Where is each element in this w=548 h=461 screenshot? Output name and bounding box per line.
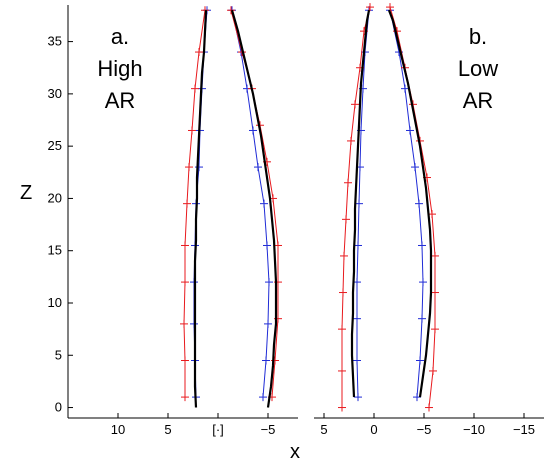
- marker-blue_model-b: [406, 126, 414, 135]
- series-line-red_model-inner-b: [341, 6, 371, 408]
- x-tick-label-b: 0: [370, 422, 377, 437]
- marker-red_model-a: [181, 278, 189, 287]
- marker-blue_model-a: [263, 241, 271, 250]
- y-tick-label: 10: [48, 295, 62, 310]
- marker-red_model-b: [425, 403, 433, 412]
- marker-red_model-a: [227, 6, 235, 15]
- marker-red_model-a: [188, 126, 196, 135]
- marker-red_model-b: [429, 366, 437, 375]
- marker-blue_model-b: [416, 356, 424, 365]
- series-line-measured-outer-b: [387, 9, 433, 398]
- marker-red_model-a: [191, 84, 199, 93]
- marker-blue_model-a: [254, 163, 262, 172]
- y-tick-label: 30: [48, 86, 62, 101]
- axes-layer: [67, 5, 544, 419]
- panel-label-b: AR: [463, 88, 494, 113]
- marker-blue_model-b: [353, 314, 361, 323]
- marker-blue_model-a: [195, 163, 203, 172]
- marker-blue_model-a: [249, 126, 257, 135]
- marker-red_model-a: [181, 356, 189, 365]
- panel-label-a: AR: [105, 88, 136, 113]
- marker-blue_model-a: [265, 278, 273, 287]
- marker-blue_model-b: [354, 393, 362, 402]
- marker-blue_model-b: [353, 356, 361, 365]
- marker-red_model-a: [181, 393, 189, 402]
- series-line-measured-inner-b: [350, 9, 371, 398]
- marker-red_model-a: [195, 48, 203, 57]
- marker-blue_model-a: [260, 199, 268, 208]
- marker-red_model-a: [185, 163, 193, 172]
- x-tick-label-a: [·]: [212, 422, 224, 437]
- series-layer: [180, 3, 439, 412]
- x-tick-label-a: 10: [111, 422, 125, 437]
- y-tick-label: 15: [48, 243, 62, 258]
- marker-blue_model-b: [418, 314, 426, 323]
- marker-blue_model-b: [419, 278, 427, 287]
- x-tick-label-a: 5: [164, 422, 171, 437]
- y-tick-label: 0: [55, 400, 62, 415]
- panel-label-b: Low: [458, 56, 498, 81]
- y-tick-label: 5: [55, 347, 62, 362]
- marker-red_model-a: [180, 319, 188, 328]
- panel-label-a: High: [97, 56, 142, 81]
- marker-red_model-b: [431, 325, 439, 334]
- marker-blue_model-b: [411, 163, 419, 172]
- y-tick-label: 35: [48, 34, 62, 49]
- marker-red_model-a: [181, 241, 189, 250]
- y-axis-label: Z: [20, 182, 32, 204]
- marker-blue_model-b: [415, 199, 423, 208]
- marker-blue_model-a: [262, 356, 270, 365]
- y-tick-label: 25: [48, 138, 62, 153]
- x-axis-label: x: [290, 441, 300, 461]
- marker-red_model-b: [338, 403, 346, 412]
- marker-red_model-b: [344, 178, 352, 187]
- marker-red_model-b: [431, 251, 439, 260]
- series-line-measured-outer-a: [230, 9, 278, 408]
- marker-red_model-a: [183, 199, 191, 208]
- marker-blue_model-b: [413, 393, 421, 402]
- x-tick-label-b: 5: [320, 422, 327, 437]
- marker-red_model-b: [338, 366, 346, 375]
- marker-red_model-b: [386, 3, 394, 12]
- marker-blue_model-b: [418, 241, 426, 250]
- panel-label-a: a.: [111, 24, 129, 49]
- marker-red_model-b: [342, 215, 350, 224]
- marker-blue_model-a: [264, 319, 272, 328]
- marker-red_model-b: [366, 3, 374, 12]
- x-tick-label-a: −5: [261, 422, 276, 437]
- marker-blue_model-b: [401, 84, 409, 93]
- marker-red_model-b: [347, 136, 355, 145]
- series-line-measured-inner-a: [193, 10, 208, 408]
- x-tick-label-b: −10: [463, 422, 485, 437]
- marker-red_model-b: [338, 325, 346, 334]
- x-tick-label-b: −15: [513, 422, 535, 437]
- marker-red_model-b: [339, 288, 347, 297]
- marker-red_model-b: [431, 288, 439, 297]
- y-tick-label: 20: [48, 190, 62, 205]
- marker-blue_model-a: [259, 393, 267, 402]
- marker-red_model-b: [351, 100, 359, 109]
- labels-layer: Z x 0 5 10 15 20 25 30 35 10 5 [·] −5 a. High AR 5 0 −5 −1…: [20, 24, 535, 461]
- x-tick-label-b: −5: [417, 422, 432, 437]
- panel-label-b: b.: [469, 24, 487, 49]
- marker-red_model-b: [340, 251, 348, 260]
